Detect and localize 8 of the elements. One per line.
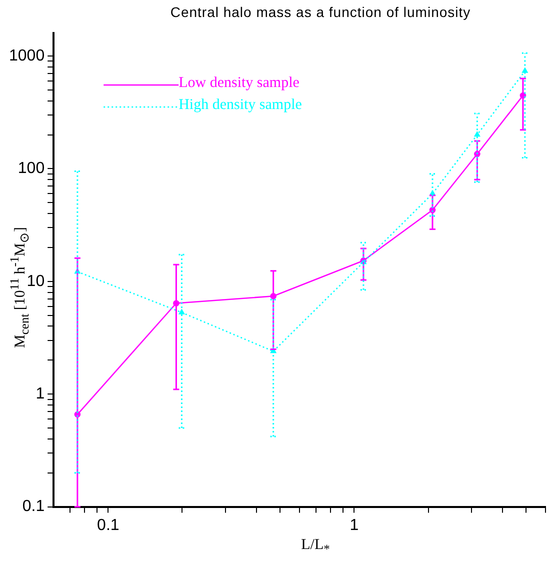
y-tick-label: 1000 <box>9 47 45 64</box>
chart-title: Central halo mass as a function of luminosity <box>169 4 472 20</box>
y-tick-label: 100 <box>18 160 45 178</box>
y-tick-label: 1 <box>36 386 45 403</box>
legend-label: High density sample <box>178 96 302 113</box>
x-axis-title: L/L$_{*}$ <box>300 537 331 557</box>
legend-label: Low density sample <box>178 74 300 91</box>
y-tick-label: 0.1 <box>22 498 45 516</box>
